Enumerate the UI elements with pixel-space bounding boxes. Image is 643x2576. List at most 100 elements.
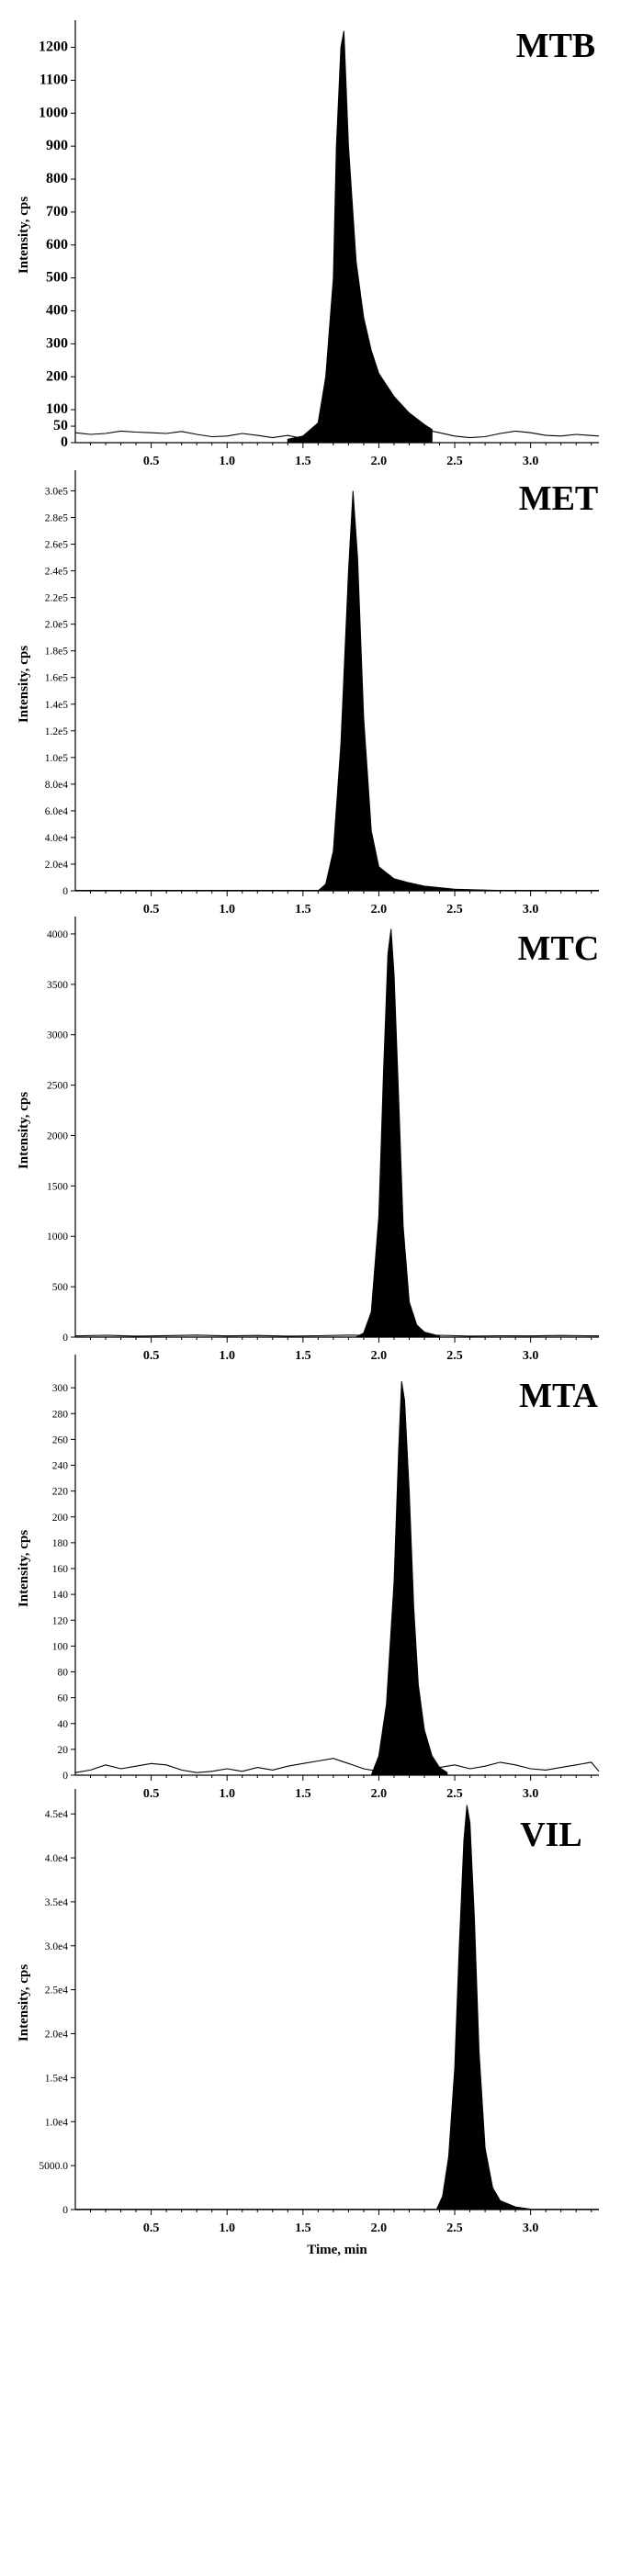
chart-title: MET — [519, 479, 599, 518]
chart-title: VIL — [520, 1816, 582, 1854]
chart-title: MTA — [519, 1377, 598, 1415]
x-tick-label: 0.5 — [143, 455, 160, 468]
y-tick-label: 4.0e4 — [45, 833, 68, 844]
peak-area — [370, 1381, 448, 1776]
x-tick-label: 2.5 — [446, 1787, 463, 1801]
y-tick-label: 500 — [52, 1282, 69, 1293]
y-tick-label: 700 — [46, 204, 68, 219]
y-tick-label: 3500 — [47, 980, 68, 991]
y-tick-label: 60 — [58, 1693, 69, 1704]
y-tick-label: 2.0e5 — [45, 620, 68, 631]
y-tick-label: 0 — [61, 434, 68, 450]
y-tick-label: 50 — [53, 418, 68, 433]
y-tick-label: 1.0e4 — [45, 2117, 68, 2128]
y-tick-label: 240 — [52, 1461, 69, 1472]
x-tick-label: 1.5 — [295, 1349, 311, 1363]
x-tick-label: 1.5 — [295, 1787, 311, 1801]
y-tick-label: 4.0e4 — [45, 1853, 68, 1864]
y-axis-label: Intensity, cps — [17, 646, 31, 723]
peak-area — [355, 928, 440, 1338]
x-tick-label: 2.0 — [371, 2222, 388, 2235]
y-tick-label: 4000 — [47, 929, 68, 940]
y-tick-label: 280 — [52, 1409, 69, 1420]
y-tick-label: 2.4e5 — [45, 567, 68, 578]
x-tick-label: 2.0 — [371, 455, 388, 468]
y-tick-label: 180 — [52, 1538, 69, 1549]
y-tick-label: 1000 — [39, 105, 68, 120]
x-tick-label: 2.5 — [446, 903, 463, 917]
baseline-trace — [74, 1334, 600, 1337]
y-tick-label: 3.5e4 — [45, 1897, 68, 1908]
x-tick-label: 1.5 — [295, 2222, 311, 2235]
x-axis-label: Time, min — [307, 2243, 367, 2257]
y-tick-label: 500 — [46, 270, 68, 286]
y-tick-label: 3.0e5 — [45, 487, 68, 498]
y-tick-label: 1500 — [47, 1181, 68, 1192]
x-tick-label: 2.0 — [371, 1349, 388, 1363]
chart-panel-met: 3.0e5 2.8e5 2.6e5 2.4e5 2.2e5 2.0e5 1.8e5 1.6e5… — [17, 470, 599, 917]
chart-panel-mtb: 1200110010009008007006005004003002001005… — [17, 20, 600, 468]
x-tick-label: 2.5 — [446, 1349, 463, 1363]
y-tick-label: 2.2e5 — [45, 593, 68, 604]
chart-panel-mtc: 4000 3500 3000 2500 2000 1500 1000 500 0 0.5 1.0 1.… — [17, 917, 599, 1363]
x-tick-label: 2.5 — [446, 455, 463, 468]
y-tick-label: 300 — [52, 1383, 69, 1394]
y-tick-label: 600 — [46, 237, 68, 253]
y-tick-label: 2.5e4 — [45, 1985, 68, 1997]
chart-panel-mta: 3002802602402202001801601401201008060402… — [17, 1355, 600, 1801]
y-tick-label: 0 — [62, 2205, 68, 2216]
y-tick-label: 2.0e4 — [45, 2030, 68, 2041]
y-tick-label: 220 — [52, 1487, 69, 1498]
x-tick-label: 0.5 — [143, 1349, 160, 1363]
chart-title: MTB — [516, 27, 596, 65]
y-axis-label: Intensity, cps — [17, 1092, 31, 1169]
baseline-trace — [74, 1758, 600, 1773]
y-tick-label: 0 — [62, 1333, 68, 1344]
x-tick-label: 0.5 — [143, 903, 160, 917]
x-tick-label: 1.0 — [219, 1787, 235, 1801]
y-tick-label: 1.6e5 — [45, 673, 68, 684]
x-tick-label: 1.0 — [219, 455, 235, 468]
y-tick-label: 1.8e5 — [45, 647, 68, 658]
y-tick-label: 1.2e5 — [45, 726, 68, 737]
y-tick-label: 0 — [62, 886, 68, 897]
x-tick-label: 2.0 — [371, 903, 388, 917]
y-tick-label: 6.0e4 — [45, 806, 68, 817]
x-tick-label: 3.0 — [523, 1349, 539, 1363]
y-tick-label: 2.0e4 — [45, 860, 68, 871]
x-tick-label: 0.5 — [143, 1787, 160, 1801]
y-tick-label: 1.0e5 — [45, 753, 68, 764]
y-tick-label: 1100 — [39, 72, 68, 87]
y-tick-label: 8.0e4 — [45, 780, 68, 791]
y-tick-label: 1.4e5 — [45, 700, 68, 711]
y-tick-label: 80 — [58, 1668, 69, 1679]
y-tick-label: 2500 — [47, 1081, 68, 1092]
y-tick-label: 400 — [46, 303, 68, 319]
x-tick-label: 3.0 — [523, 455, 539, 468]
peak-area — [316, 490, 532, 892]
y-tick-label: 120 — [52, 1615, 69, 1626]
y-tick-label: 3.0e4 — [45, 1941, 68, 1952]
x-tick-label: 2.5 — [446, 2222, 463, 2235]
y-tick-label: 0 — [62, 1771, 68, 1782]
x-tick-label: 0.5 — [143, 2222, 160, 2235]
y-tick-label: 260 — [52, 1434, 69, 1445]
y-tick-label: 5000.0 — [39, 2161, 68, 2172]
x-tick-label: 2.0 — [371, 1787, 388, 1801]
y-tick-label: 2.8e5 — [45, 513, 68, 524]
x-tick-label: 3.0 — [523, 903, 539, 917]
y-tick-label: 160 — [52, 1564, 69, 1575]
y-tick-label: 200 — [52, 1513, 69, 1524]
y-tick-label: 1000 — [47, 1232, 68, 1243]
x-tick-label: 1.0 — [219, 903, 235, 917]
y-tick-label: 200 — [46, 368, 68, 384]
y-tick-label: 3000 — [47, 1030, 68, 1041]
y-tick-label: 300 — [46, 335, 68, 351]
y-tick-label: 1.5e4 — [45, 2073, 68, 2084]
x-tick-label: 1.5 — [295, 455, 311, 468]
x-tick-label: 1.0 — [219, 1349, 235, 1363]
x-tick-label: 1.0 — [219, 2222, 235, 2235]
y-tick-label: 2.6e5 — [45, 540, 68, 551]
